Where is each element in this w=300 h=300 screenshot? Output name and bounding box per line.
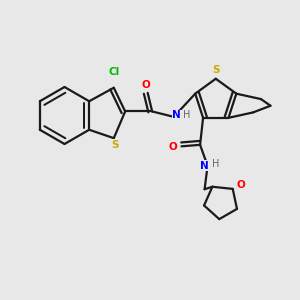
Text: O: O bbox=[142, 80, 151, 90]
Text: N: N bbox=[200, 161, 208, 171]
Text: N: N bbox=[172, 110, 181, 120]
Text: S: S bbox=[112, 140, 119, 150]
Text: Cl: Cl bbox=[108, 67, 119, 77]
Text: H: H bbox=[212, 159, 220, 169]
Text: O: O bbox=[237, 180, 245, 190]
Text: H: H bbox=[183, 110, 190, 120]
Text: O: O bbox=[169, 142, 178, 152]
Text: S: S bbox=[212, 65, 220, 75]
